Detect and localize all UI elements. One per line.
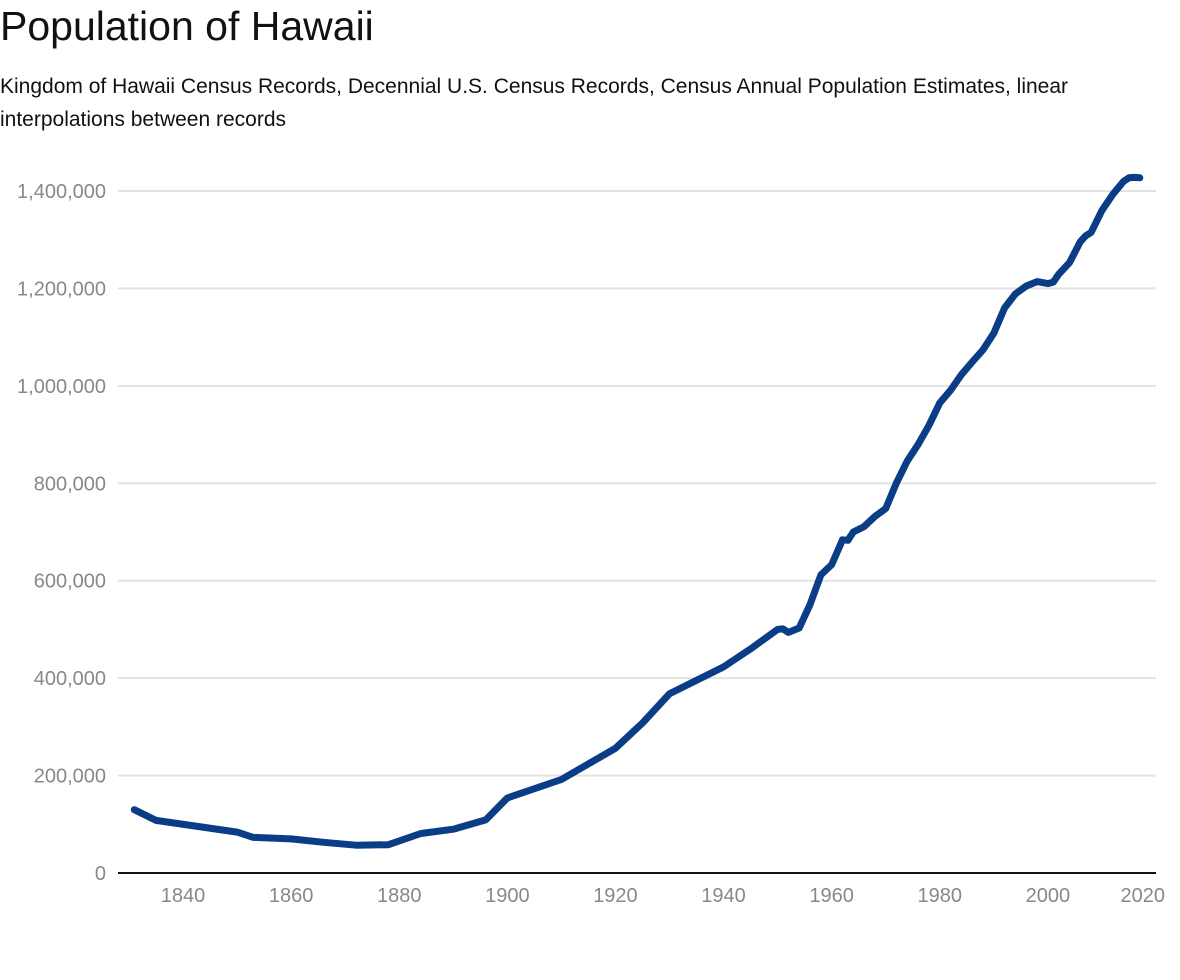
chart-title: Population of Hawaii [0, 3, 374, 49]
x-tick-label: 1860 [269, 885, 314, 907]
x-tick-label: 1840 [161, 885, 206, 907]
x-tick-label: 1960 [809, 885, 854, 907]
y-tick-label: 600,000 [34, 571, 106, 593]
y-tick-label: 0 [95, 863, 106, 885]
x-tick-label: 1900 [485, 885, 530, 907]
y-tick-label: 800,000 [34, 473, 106, 495]
x-tick-label: 1980 [918, 885, 963, 907]
x-tick-label: 1920 [593, 885, 638, 907]
y-tick-label: 1,000,000 [17, 376, 106, 398]
y-tick-label: 400,000 [34, 668, 106, 690]
x-tick-label: 2020 [1121, 885, 1166, 907]
x-tick-label: 1880 [377, 885, 422, 907]
y-axis-tick-labels: 0 200,000 400,000 600,000 800,000 1,000,000 1,… [17, 181, 106, 885]
y-tick-label: 1,400,000 [17, 181, 106, 203]
series-layer [130, 173, 1144, 849]
gridlines [118, 190, 1156, 777]
x-tick-label: 2000 [1026, 885, 1071, 907]
y-tick-label: 1,200,000 [17, 278, 106, 300]
x-axis-tick-labels: 1840 1860 1880 1900 1920 1940 1960 1980 2000 2020 [161, 885, 1165, 907]
chart-subtitle: Kingdom of Hawaii Census Records, Decenn… [0, 75, 1069, 131]
x-tick-label: 1940 [701, 885, 746, 907]
y-tick-label: 200,000 [34, 766, 106, 788]
population-series-line [130, 173, 1144, 849]
